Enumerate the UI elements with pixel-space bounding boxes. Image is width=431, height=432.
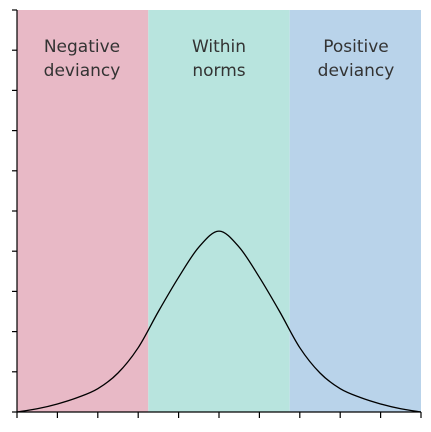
- negative-deviancy-label-line-2: deviancy: [44, 61, 121, 81]
- normal-distribution-curve: [16, 230, 422, 413]
- x-axis-ticks: [16, 412, 422, 418]
- y-axis-ticks: [12, 9, 17, 413]
- within-norms-label-line-2: norms: [192, 61, 245, 81]
- positive-deviancy-region: [289, 10, 421, 412]
- negative-deviancy-region: [17, 10, 149, 412]
- within-norms-region: [148, 10, 290, 412]
- region-labels: Negative deviancy Within norms Positive …: [44, 37, 395, 81]
- positive-deviancy-label-line-1: Positive: [323, 37, 389, 57]
- region-bands: [17, 10, 421, 412]
- within-norms-label-line-1: Within: [192, 37, 246, 57]
- positive-deviancy-label-line-2: deviancy: [318, 61, 395, 81]
- negative-deviancy-label-line-1: Negative: [44, 37, 120, 57]
